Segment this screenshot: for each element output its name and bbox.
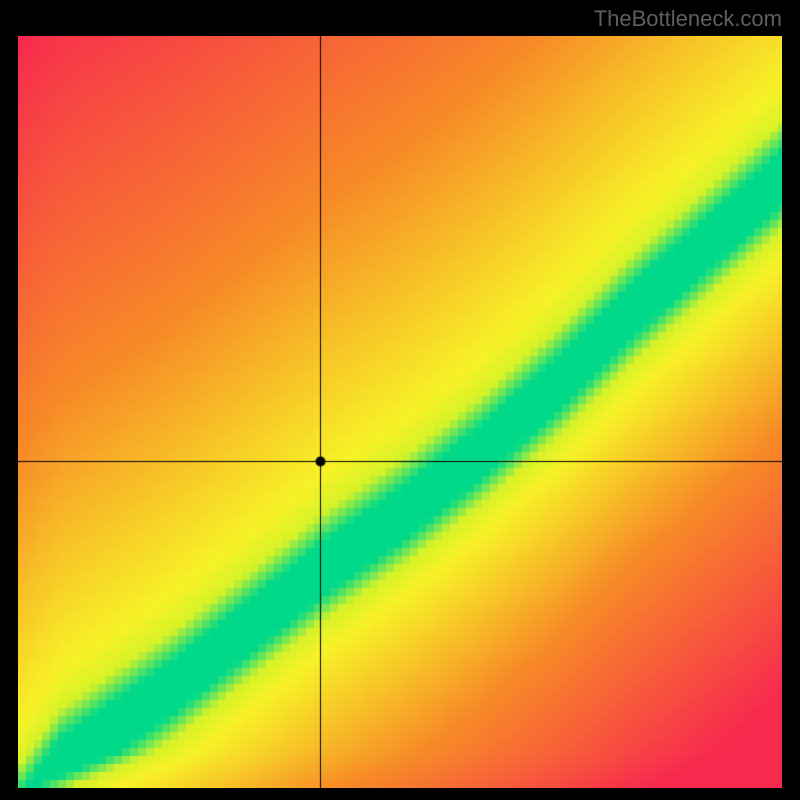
bottleneck-heatmap [18, 36, 782, 788]
chart-container: TheBottleneck.com [0, 0, 800, 800]
watermark: TheBottleneck.com [594, 6, 782, 32]
